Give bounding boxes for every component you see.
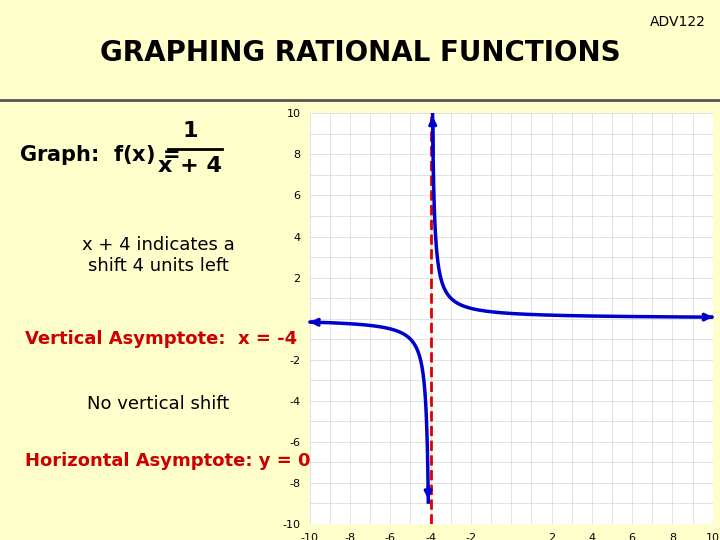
Text: Horizontal Asymptote: y = 0: Horizontal Asymptote: y = 0 <box>25 453 311 470</box>
Text: ADV122: ADV122 <box>649 15 706 29</box>
Text: No vertical shift: No vertical shift <box>87 395 230 414</box>
Text: Graph:  $\mathbf{f(x)}$ =: Graph: $\mathbf{f(x)}$ = <box>19 143 179 167</box>
Text: GRAPHING RATIONAL FUNCTIONS: GRAPHING RATIONAL FUNCTIONS <box>99 39 621 68</box>
Text: x + 4: x + 4 <box>158 156 222 176</box>
Text: x + 4 indicates a
shift 4 units left: x + 4 indicates a shift 4 units left <box>82 237 235 275</box>
Text: Vertical Asymptote:  x = -4: Vertical Asymptote: x = -4 <box>25 330 297 348</box>
Text: 1: 1 <box>182 121 198 141</box>
